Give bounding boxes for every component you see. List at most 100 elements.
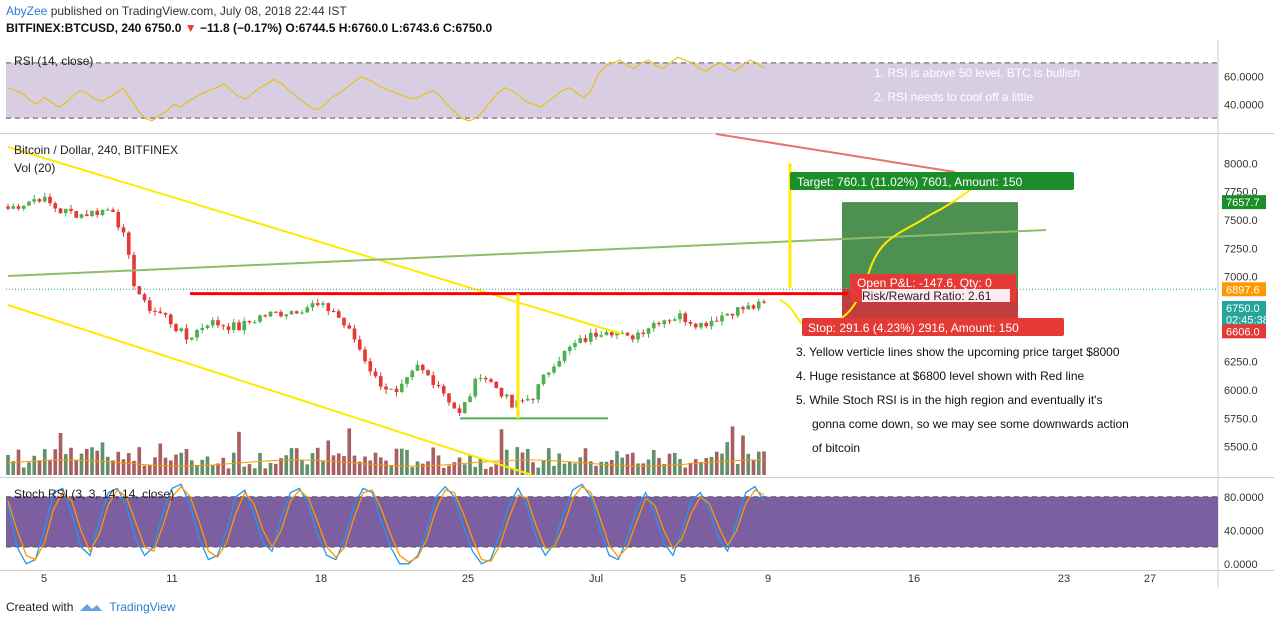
ohlc-values: O:6744.5 H:6760.0 L:6743.6 C:6750.0 bbox=[285, 21, 493, 35]
candle-body bbox=[399, 383, 404, 393]
candle-body bbox=[678, 313, 682, 320]
volume-bar bbox=[37, 460, 42, 475]
volume-ma-line bbox=[7, 459, 764, 467]
volume-bar bbox=[116, 451, 121, 475]
volume-bar bbox=[662, 464, 667, 475]
author-link[interactable]: AbyZee bbox=[6, 4, 48, 18]
volume-bar bbox=[567, 461, 572, 475]
tradingview-brand-link[interactable]: TradingView bbox=[109, 600, 176, 614]
candle-body bbox=[426, 370, 430, 376]
volume-bar bbox=[242, 466, 247, 475]
volume-bar bbox=[147, 465, 152, 475]
candle-body bbox=[483, 378, 488, 380]
candle-body bbox=[321, 303, 325, 305]
volume-bar bbox=[158, 443, 163, 475]
ascending-green-line bbox=[7, 229, 1047, 277]
candle-body bbox=[158, 311, 163, 313]
candle-body bbox=[184, 328, 189, 340]
volume-bar bbox=[352, 455, 357, 475]
tradingview-logo-icon bbox=[80, 604, 103, 611]
descending-trendline-upper bbox=[7, 146, 623, 335]
volume-bar bbox=[735, 463, 740, 475]
volume-bar bbox=[536, 467, 541, 475]
candle-body bbox=[730, 313, 735, 316]
candle-body bbox=[741, 307, 745, 310]
price-tick-label: 7500.0 bbox=[1224, 215, 1258, 227]
volume-bar bbox=[447, 465, 451, 475]
volume-bar bbox=[336, 453, 341, 475]
volume-bar bbox=[709, 456, 714, 475]
symbol-label: BITFINEX:BTCUSD, 240 bbox=[6, 21, 142, 35]
candle-body bbox=[599, 335, 604, 337]
volume-bar bbox=[588, 461, 593, 475]
stoch-tick-label: 0.0000 bbox=[1224, 559, 1258, 571]
candle-body bbox=[352, 328, 357, 340]
volume-bar bbox=[394, 448, 399, 475]
volume-bar bbox=[163, 457, 168, 475]
price-note: 4. Huge resistance at $6800 level shown … bbox=[796, 369, 1084, 383]
volume-bar bbox=[279, 458, 283, 475]
volume-bar bbox=[6, 454, 10, 475]
stoch-d-line bbox=[7, 485, 765, 563]
candle-body bbox=[147, 300, 152, 312]
candle-body bbox=[620, 332, 625, 334]
volume-bar bbox=[174, 454, 178, 475]
volume-bar bbox=[672, 452, 677, 475]
candle-body bbox=[667, 320, 672, 322]
price-badge-label: 6897.6 bbox=[1226, 284, 1260, 296]
candle-body bbox=[100, 209, 105, 215]
candle-body bbox=[436, 384, 441, 387]
footer: Created with TradingView bbox=[6, 600, 175, 614]
price-badge-bg bbox=[1222, 312, 1266, 327]
candle-body bbox=[573, 343, 577, 347]
candle-body bbox=[588, 332, 593, 342]
candle-body bbox=[116, 211, 121, 228]
volume-bar bbox=[688, 462, 693, 475]
volume-bar bbox=[347, 428, 352, 475]
candle-body bbox=[79, 214, 84, 218]
candle-body bbox=[16, 206, 21, 209]
candle-body bbox=[452, 402, 457, 409]
volume-bar bbox=[100, 442, 105, 475]
volume-bar bbox=[420, 463, 425, 475]
trading-chart[interactable]: RSI (14, close) 60.0000 40.0000 1. RSI is a… bbox=[0, 40, 1274, 595]
candle-body bbox=[315, 303, 320, 305]
volume-bar bbox=[389, 465, 394, 475]
volume-bar bbox=[126, 453, 131, 475]
volume-bar bbox=[478, 458, 483, 475]
volume-bar bbox=[504, 449, 509, 475]
volume-bar bbox=[289, 448, 294, 475]
volume-title: Vol (20) bbox=[14, 161, 55, 175]
price-tick-label: 7250.0 bbox=[1224, 243, 1258, 255]
volume-bar bbox=[646, 459, 651, 475]
price-badge-bg bbox=[1222, 324, 1266, 339]
candle-body bbox=[525, 398, 530, 401]
candle-body bbox=[473, 378, 478, 397]
volume-bar bbox=[651, 449, 656, 475]
rsi-line bbox=[7, 56, 765, 122]
candle-body bbox=[163, 312, 168, 315]
candle-body bbox=[536, 384, 541, 400]
volume-bar bbox=[525, 448, 530, 475]
candle-body bbox=[531, 398, 535, 400]
volume-bar bbox=[693, 459, 698, 475]
candle-body bbox=[378, 376, 383, 387]
volume-bar bbox=[58, 433, 63, 475]
candle-body bbox=[273, 311, 278, 313]
candle-body bbox=[347, 325, 352, 329]
candle-body bbox=[457, 408, 462, 414]
volume-bar bbox=[331, 455, 336, 475]
candle-body bbox=[195, 330, 199, 338]
volume-bar bbox=[321, 461, 325, 475]
volume-bar bbox=[699, 461, 703, 475]
x-tick-label: 11 bbox=[166, 573, 177, 585]
stoch-tick-label: 80.0000 bbox=[1224, 492, 1264, 504]
volume-bar bbox=[210, 465, 215, 475]
volume-bar bbox=[426, 461, 430, 475]
x-tick-label: 18 bbox=[315, 573, 327, 585]
x-tick-label: 23 bbox=[1058, 573, 1070, 585]
x-tick-label: 16 bbox=[908, 573, 920, 585]
volume-bar bbox=[468, 454, 472, 475]
volume-bar bbox=[515, 447, 520, 475]
volume-bar bbox=[216, 463, 220, 475]
